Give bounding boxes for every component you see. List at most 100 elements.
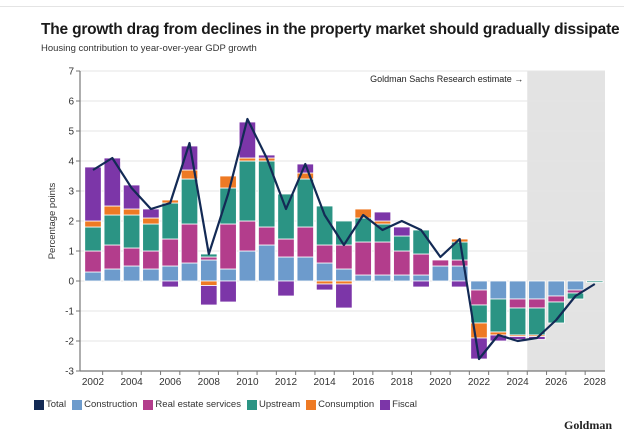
bar-segment-real-estate-services xyxy=(432,260,449,266)
bar-segment-construction xyxy=(413,275,430,281)
bar-segment-construction xyxy=(104,269,121,281)
legend-label: Consumption xyxy=(318,399,374,410)
bar-segment-fiscal xyxy=(336,284,353,308)
bar-segment-real-estate-services xyxy=(316,245,333,263)
bar-segment-fiscal xyxy=(413,281,430,287)
bar-segment-construction xyxy=(278,257,295,281)
bar-segment-real-estate-services xyxy=(143,251,160,269)
legend-label: Total xyxy=(46,399,66,410)
bar-segment-construction xyxy=(529,281,546,299)
x-tick-label: 2008 xyxy=(198,377,221,388)
legend-item-fiscal: Fiscal xyxy=(380,399,417,410)
bar-segment-construction xyxy=(394,275,411,281)
bar-segment-real-estate-services xyxy=(220,224,237,269)
bar-segment-construction xyxy=(297,257,314,281)
bar-segment-upstream xyxy=(587,281,604,283)
bar-segment-fiscal xyxy=(85,167,102,221)
bar-segment-real-estate-services xyxy=(181,224,198,263)
bars xyxy=(85,122,603,359)
bar-segment-consumption xyxy=(239,158,256,161)
bar-segment-fiscal xyxy=(374,212,391,221)
bar-segment-real-estate-services xyxy=(201,257,218,260)
bar-segment-fiscal xyxy=(201,286,218,306)
x-tick-label: 2010 xyxy=(236,377,259,388)
y-tick-label: -2 xyxy=(65,337,74,348)
bar-segment-upstream xyxy=(336,221,353,245)
bar-segment-construction xyxy=(85,272,102,281)
bar-segment-upstream xyxy=(529,308,546,335)
bar-segment-real-estate-services xyxy=(239,221,256,251)
bar-segment-real-estate-services xyxy=(374,242,391,275)
legend-item-upstream: Upstream xyxy=(247,399,300,410)
legend-swatch xyxy=(380,400,390,410)
bar-segment-construction xyxy=(490,281,507,299)
bar-segment-fiscal xyxy=(316,284,333,290)
bar-segment-real-estate-services xyxy=(297,227,314,257)
bar-segment-real-estate-services xyxy=(413,254,430,275)
bar-segment-consumption xyxy=(104,206,121,215)
bar-segment-fiscal xyxy=(143,209,160,218)
y-tick-label: 5 xyxy=(68,127,74,138)
bar-segment-construction xyxy=(239,251,256,281)
bar-segment-real-estate-services xyxy=(278,239,295,257)
bar-segment-construction xyxy=(567,281,584,290)
legend-swatch xyxy=(247,400,257,410)
bar-segment-upstream xyxy=(509,308,525,335)
y-tick-label: -1 xyxy=(65,307,74,318)
x-tick-label: 2014 xyxy=(313,377,336,388)
bar-segment-construction xyxy=(336,269,353,281)
bar-segment-construction xyxy=(181,263,198,281)
bar-segment-real-estate-services xyxy=(529,299,546,308)
legend-swatch xyxy=(72,400,82,410)
x-tick-label: 2028 xyxy=(584,377,607,388)
y-tick-label: -3 xyxy=(65,367,74,378)
bar-segment-consumption xyxy=(220,176,237,188)
bar-segment-construction xyxy=(548,281,565,296)
legend-swatch xyxy=(34,400,44,410)
y-tick-label: 4 xyxy=(68,157,74,168)
bar-segment-upstream xyxy=(278,194,295,239)
brand-logo-text: Goldman xyxy=(564,418,612,433)
y-tick-label: 6 xyxy=(68,97,74,108)
bar-segment-construction xyxy=(162,266,179,281)
bar-segment-real-estate-services xyxy=(258,227,275,245)
bar-segment-upstream xyxy=(123,215,140,248)
bar-segment-real-estate-services xyxy=(355,242,372,275)
bar-segment-upstream xyxy=(239,161,256,221)
x-tick-label: 2020 xyxy=(429,377,452,388)
bar-segment-upstream xyxy=(85,227,102,251)
bar-segment-upstream xyxy=(181,179,198,224)
bar-segment-real-estate-services xyxy=(471,290,488,305)
x-tick-label: 2018 xyxy=(391,377,414,388)
bar-segment-upstream xyxy=(104,215,121,245)
bar-segment-real-estate-services xyxy=(394,251,411,275)
bar-segment-real-estate-services xyxy=(123,248,140,266)
legend-item-real-estate-services: Real estate services xyxy=(143,399,241,410)
bar-segment-construction xyxy=(471,281,488,290)
bar-segment-fiscal xyxy=(451,281,468,287)
bar-segment-construction xyxy=(258,245,275,281)
legend-swatch xyxy=(143,400,153,410)
bar-segment-real-estate-services xyxy=(162,239,179,266)
bar-segment-real-estate-services xyxy=(336,245,353,269)
y-axis-title: Percentage points xyxy=(47,182,58,259)
legend-swatch xyxy=(306,400,316,410)
bar-segment-construction xyxy=(201,260,218,281)
x-tick-label: 2024 xyxy=(506,377,529,388)
y-tick-label: 7 xyxy=(68,67,74,78)
bar-segment-construction xyxy=(432,266,449,281)
bar-segment-upstream xyxy=(490,299,507,332)
bar-segment-upstream xyxy=(162,203,179,239)
legend-label: Real estate services xyxy=(155,399,241,410)
bar-segment-consumption xyxy=(85,221,102,227)
legend-label: Fiscal xyxy=(392,399,417,410)
bar-segment-upstream xyxy=(297,179,314,227)
legend: Total Construction Real estate services Ups… xyxy=(34,399,417,410)
y-tick-label: 3 xyxy=(68,187,74,198)
legend-label: Construction xyxy=(84,399,137,410)
y-tick-label: 2 xyxy=(68,217,74,228)
bar-segment-consumption xyxy=(143,218,160,224)
x-tick-label: 2006 xyxy=(159,377,182,388)
legend-item-consumption: Consumption xyxy=(306,399,374,410)
bar-segment-construction xyxy=(316,263,333,281)
